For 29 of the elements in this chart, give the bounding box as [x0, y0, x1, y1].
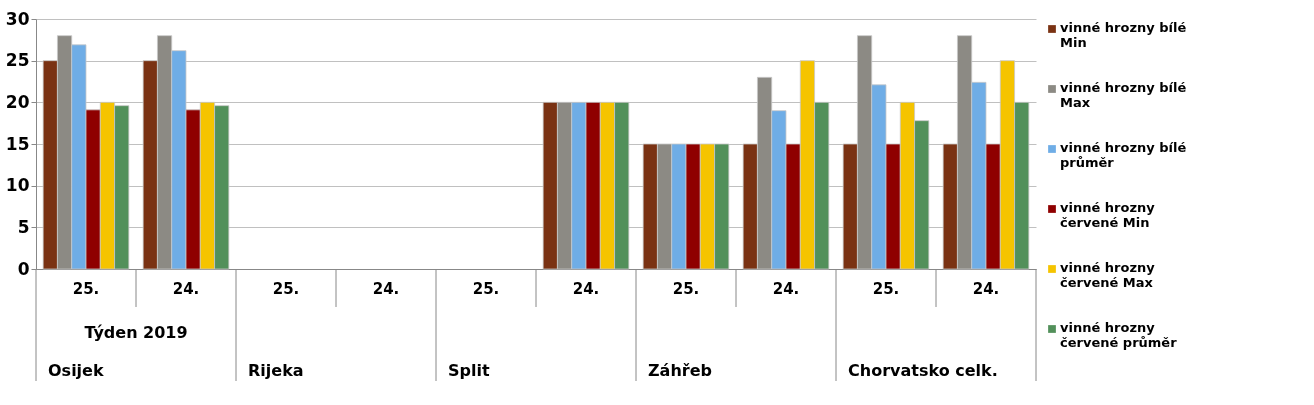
legend-label: vinné hrozny bílé Max — [1060, 80, 1187, 110]
x-tick-label: 25. — [72, 279, 100, 298]
text: Split — [448, 361, 490, 380]
x-tick-label: 25. — [672, 279, 700, 298]
x-tick-label: 24. — [172, 279, 200, 298]
text: Rijeka — [248, 361, 304, 380]
text: Chorvatsko celk. — [848, 361, 998, 380]
y-tick-label: 20 — [5, 91, 30, 112]
y-tick-label: 5 — [17, 216, 30, 237]
y-tick-label: 30 — [5, 8, 30, 29]
y-tick-label: 0 — [17, 258, 30, 279]
legend-label: vinné hrozny červené průměr — [1060, 320, 1178, 350]
y-tick-label: 15 — [5, 133, 30, 154]
x-tick-label: 25. — [872, 279, 900, 298]
x-tick-label: 25. — [472, 279, 500, 298]
x-tick-label: 24. — [372, 279, 400, 298]
y-tick-label: 25 — [5, 50, 30, 71]
text: Záhřeb — [648, 361, 712, 380]
legend-label: vinné hrozny červené Min — [1060, 200, 1156, 230]
legend-label: vinné hrozny bílé Min — [1060, 20, 1187, 50]
text: Týden 2019 — [84, 323, 188, 342]
x-tick-label: 24. — [972, 279, 1000, 298]
x-tick-label: 25. — [272, 279, 300, 298]
legend-label: vinné hrozny červené Max — [1060, 260, 1156, 290]
x-tick-label: 24. — [572, 279, 600, 298]
text: Osijek — [48, 361, 104, 380]
x-tick-label: 24. — [772, 279, 800, 298]
y-tick-label: 10 — [5, 175, 30, 196]
legend-label: vinné hrozny bílé průměr — [1060, 140, 1187, 170]
